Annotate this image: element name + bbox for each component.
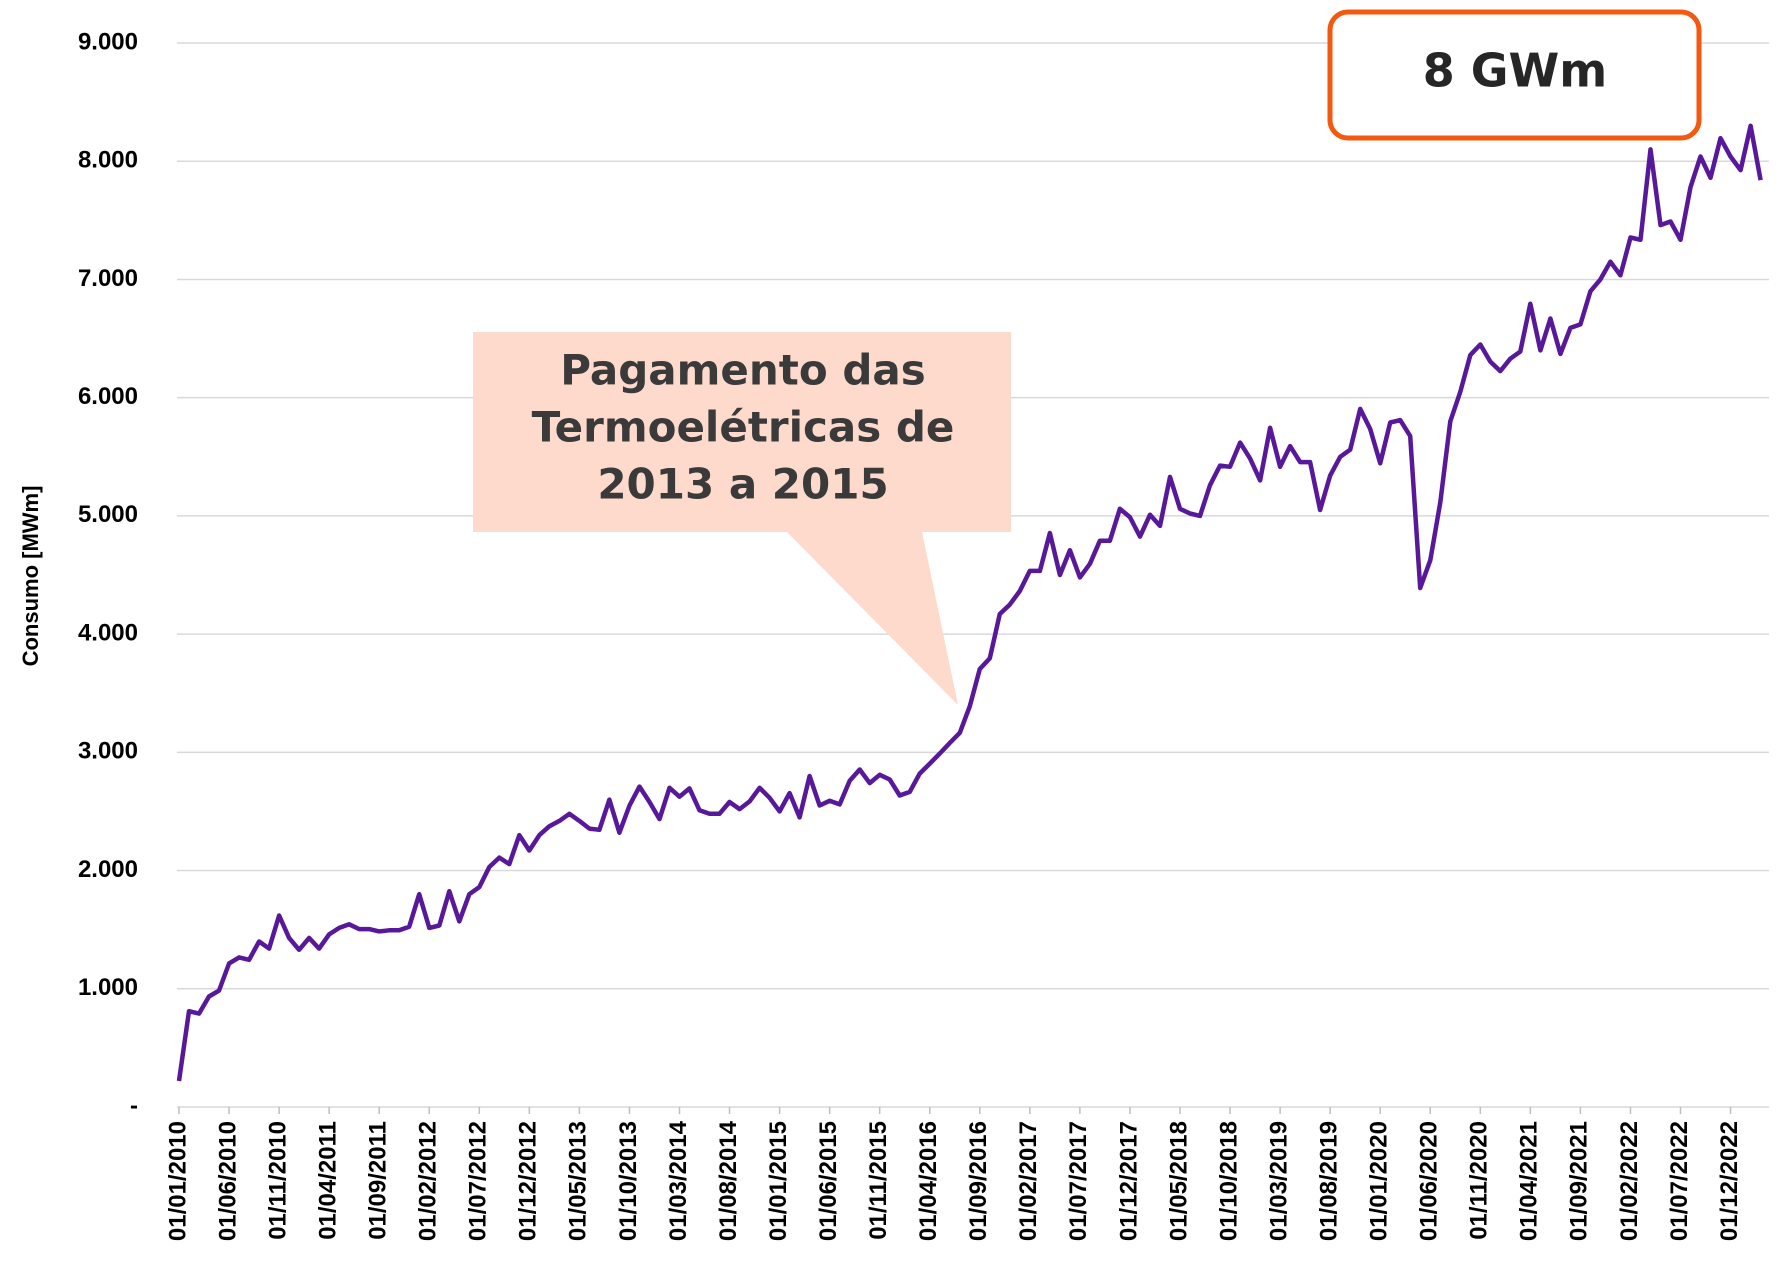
- x-tick-label: 01/04/2021: [1516, 1121, 1543, 1241]
- x-tick-label: 01/09/2011: [365, 1121, 392, 1240]
- x-tick-label: 01/12/2012: [515, 1121, 542, 1241]
- x-tick-label: 01/11/2020: [1466, 1121, 1493, 1240]
- x-tick-label: 01/09/2016: [965, 1121, 992, 1241]
- y-tick-label: 4.000: [78, 619, 138, 646]
- x-tick-label: 01/01/2010: [164, 1121, 191, 1241]
- x-tick-label: 01/02/2022: [1616, 1121, 1643, 1241]
- x-tick-label: 01/02/2017: [1015, 1121, 1042, 1241]
- callout-text: Termoelétricas de: [532, 403, 955, 452]
- y-axis-label: Consumo [MWm]: [18, 486, 43, 667]
- x-tick-label: 01/06/2010: [214, 1121, 241, 1241]
- highlight-box: [1327, 9, 1702, 141]
- y-tick-label: 2.000: [78, 856, 138, 883]
- x-tick-label: 01/11/2010: [264, 1121, 291, 1240]
- x-tick-label: 01/03/2014: [665, 1120, 692, 1241]
- x-tick-label: 01/12/2022: [1716, 1121, 1743, 1241]
- x-tick-label: 01/04/2011: [314, 1121, 341, 1240]
- x-tick-label: 01/09/2021: [1566, 1121, 1593, 1241]
- x-tick-label: 01/08/2014: [715, 1120, 742, 1241]
- x-tick-label: 01/05/2018: [1165, 1121, 1192, 1241]
- highlight-text: 8 GWm: [1423, 44, 1607, 98]
- x-tick-label: 01/10/2013: [615, 1121, 642, 1241]
- x-tick-label: 01/07/2017: [1065, 1121, 1092, 1241]
- x-tick-label: 01/02/2012: [415, 1121, 442, 1241]
- x-tick-label: 01/04/2016: [915, 1121, 942, 1241]
- x-tick-label: 01/01/2020: [1366, 1121, 1393, 1241]
- y-tick-label: 7.000: [78, 265, 138, 292]
- callout-pointer: [787, 532, 958, 705]
- y-tick-label: 1.000: [78, 974, 138, 1001]
- x-tick-label: 01/12/2017: [1115, 1121, 1142, 1241]
- callout-box: [473, 332, 1011, 532]
- x-tick-label: 01/06/2015: [815, 1121, 842, 1241]
- y-tick-label: 8.000: [78, 147, 138, 174]
- data-line: [176, 123, 1763, 1082]
- x-tick-label: 01/05/2013: [565, 1121, 592, 1241]
- x-tick-label: 01/10/2018: [1215, 1121, 1242, 1241]
- x-tick-label: 01/01/2015: [765, 1121, 792, 1241]
- callout-text: 2013 a 2015: [597, 460, 888, 509]
- y-tick-label: 6.000: [78, 383, 138, 410]
- callout-text: Pagamento das: [560, 346, 926, 395]
- x-tick-label: 01/03/2019: [1265, 1121, 1292, 1241]
- y-tick-label: 3.000: [78, 738, 138, 765]
- y-tick-label: 5.000: [78, 501, 138, 528]
- x-tick-label: 01/07/2012: [465, 1121, 492, 1241]
- x-tick-label: 01/07/2022: [1666, 1121, 1693, 1241]
- x-tick-label: 01/06/2020: [1416, 1121, 1443, 1241]
- y-tick-label: 9.000: [78, 28, 138, 55]
- y-tick-label: -: [130, 1092, 138, 1119]
- x-tick-label: 01/08/2019: [1315, 1121, 1342, 1241]
- x-tick-label: 01/11/2015: [865, 1121, 892, 1240]
